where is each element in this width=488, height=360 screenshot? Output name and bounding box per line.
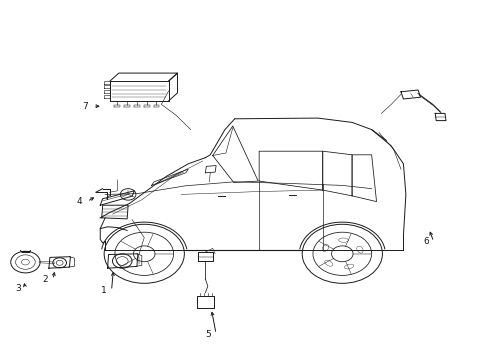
Text: 1: 1: [101, 287, 106, 295]
Text: 2: 2: [42, 275, 48, 284]
Text: 4: 4: [76, 197, 82, 206]
Text: 7: 7: [82, 102, 88, 111]
Text: 3: 3: [15, 284, 20, 293]
Text: 5: 5: [205, 330, 211, 338]
Text: 6: 6: [422, 238, 428, 247]
